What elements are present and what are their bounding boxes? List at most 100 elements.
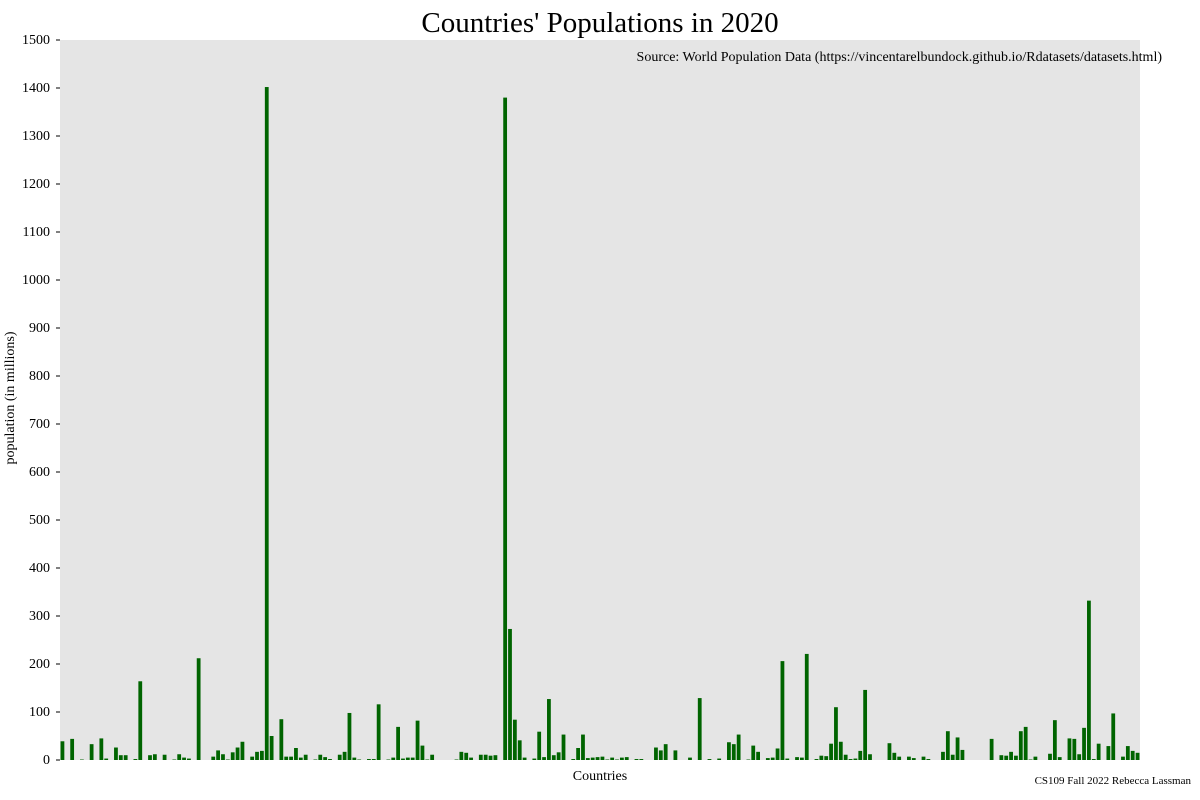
y-axis-label: population (in millions) — [3, 331, 18, 464]
bar — [955, 737, 960, 760]
x-axis-label: Countries — [573, 769, 627, 784]
y-tick-label: 300 — [29, 609, 50, 624]
bar — [133, 759, 138, 760]
bar — [303, 754, 308, 760]
bar — [897, 756, 902, 760]
bar — [1052, 720, 1057, 760]
bar — [556, 752, 561, 760]
bar — [960, 749, 965, 760]
bar — [318, 754, 323, 760]
bar — [590, 757, 595, 760]
bar — [989, 738, 994, 760]
bar — [727, 742, 731, 760]
bar — [1067, 738, 1072, 760]
bar — [517, 740, 522, 760]
bar — [561, 734, 566, 760]
bar — [503, 97, 508, 761]
bar — [1018, 731, 1023, 760]
bar — [921, 756, 926, 760]
bar — [1091, 759, 1096, 760]
bar — [838, 741, 843, 760]
y-tick-label: 900 — [29, 321, 50, 336]
bar — [731, 744, 736, 760]
bar — [459, 751, 464, 760]
y-tick-label: 500 — [29, 513, 50, 528]
bar — [177, 754, 182, 760]
bar — [1121, 756, 1125, 760]
bar — [522, 757, 527, 760]
bar — [551, 755, 556, 760]
bar — [70, 738, 75, 760]
bar — [542, 757, 546, 760]
bar — [259, 750, 264, 760]
bar — [138, 681, 143, 760]
bar — [736, 734, 741, 760]
bar — [834, 707, 838, 760]
bar — [853, 758, 858, 760]
bar — [950, 754, 955, 760]
bar — [1130, 750, 1135, 760]
bar — [926, 759, 931, 760]
bar — [532, 758, 537, 760]
bar — [819, 755, 824, 760]
bar — [581, 734, 585, 760]
bar — [887, 743, 892, 760]
bar — [756, 751, 760, 760]
bar — [104, 758, 109, 760]
bar — [391, 757, 396, 760]
bar — [123, 755, 128, 760]
bar — [221, 754, 225, 760]
bar — [118, 755, 123, 760]
bar — [610, 757, 615, 760]
bar — [1077, 754, 1082, 760]
bar — [464, 752, 469, 760]
bar — [148, 755, 152, 760]
bar — [1014, 755, 1018, 760]
y-tick-label: 100 — [29, 705, 50, 720]
bar — [240, 741, 245, 760]
bar — [814, 759, 819, 760]
bar — [114, 747, 118, 760]
bar — [717, 758, 722, 760]
bar — [512, 719, 517, 760]
bar — [323, 757, 328, 760]
bar — [824, 756, 829, 760]
bar — [868, 754, 872, 760]
y-tick-label: 1400 — [22, 81, 50, 96]
bar — [60, 741, 65, 760]
author-credit: CS109 Fall 2022 Rebecca Lassman — [1035, 775, 1192, 787]
bar — [1072, 738, 1077, 760]
bar — [619, 757, 624, 760]
bar — [804, 653, 809, 760]
bar — [162, 754, 167, 760]
y-axis: 0 100 200 300 400 500 600 700 800 900 1000 1100 1200… — [22, 33, 60, 768]
bar — [795, 757, 799, 760]
bar — [211, 756, 216, 760]
bar — [624, 757, 629, 760]
bar — [547, 699, 551, 760]
bar — [284, 756, 289, 760]
bar — [328, 759, 332, 760]
bar — [843, 754, 848, 760]
y-tick-label: 400 — [29, 561, 50, 576]
bar — [945, 731, 950, 760]
bar — [654, 747, 658, 760]
bar — [751, 745, 756, 760]
y-tick-label: 600 — [29, 465, 50, 480]
bar — [508, 628, 512, 760]
y-tick-label: 1000 — [22, 273, 50, 288]
bar — [600, 756, 605, 760]
bar — [99, 738, 104, 760]
bar — [376, 704, 381, 760]
bar — [493, 755, 498, 760]
bar — [488, 755, 493, 760]
bar — [707, 759, 712, 760]
y-tick-label: 1500 — [22, 33, 50, 48]
bar — [1082, 727, 1086, 760]
bar — [585, 758, 590, 760]
bar — [848, 759, 853, 760]
bar — [858, 750, 863, 760]
bar — [576, 748, 580, 760]
bar — [269, 736, 274, 760]
bar — [89, 744, 94, 760]
